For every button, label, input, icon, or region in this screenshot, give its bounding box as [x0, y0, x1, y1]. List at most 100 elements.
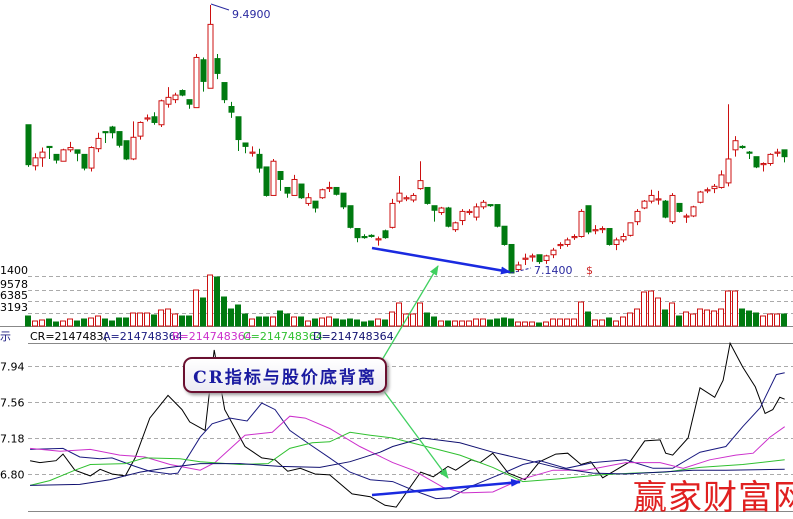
candle-body [417, 180, 424, 190]
indicator-prefix: 示 [0, 330, 11, 343]
volume-bar [382, 319, 388, 327]
candle-body [354, 228, 361, 239]
candle-body [739, 145, 746, 149]
volume-bar [123, 317, 129, 327]
volume-bar [627, 312, 633, 327]
candle-body [557, 243, 564, 247]
candle-body [60, 149, 67, 162]
candle-body [298, 183, 305, 199]
candle-body [550, 249, 557, 256]
candle-body [361, 235, 368, 239]
callout-annotation: CR指标与股价底背离 [183, 357, 387, 393]
low-price-label: 7.1400 [534, 264, 573, 277]
candle-body [704, 189, 711, 192]
volume-bar [172, 313, 178, 327]
volume-bar [613, 320, 619, 327]
candle-body [669, 194, 676, 223]
candle-body [641, 200, 648, 209]
candle-body [774, 151, 781, 154]
volume-bar [571, 318, 577, 327]
indicator-tick-label: 7.56 [0, 397, 25, 410]
volume-bar [333, 318, 339, 327]
candle-body [473, 206, 480, 218]
volume-bar [340, 319, 346, 327]
volume-bar [739, 308, 745, 327]
callout-pointer-up [381, 265, 439, 361]
volume-tick-label: 1400 [0, 264, 28, 277]
volume-bar [67, 318, 73, 327]
candle-body [676, 202, 683, 212]
candle-body [515, 264, 522, 271]
candle-body [151, 116, 158, 123]
candle-body [690, 206, 697, 217]
volume-bar [235, 304, 241, 327]
candle-body [599, 228, 606, 231]
price-divergence-arrow [371, 246, 511, 275]
candle-body [389, 202, 396, 228]
volume-bar [494, 318, 500, 327]
volume-bar [515, 321, 521, 327]
volume-bar [46, 318, 52, 327]
candle-body [95, 137, 102, 150]
volume-bar [39, 319, 45, 327]
volume-bar [151, 314, 157, 327]
volume-bar [557, 318, 563, 327]
candle-body [711, 185, 718, 190]
candle-body [732, 140, 739, 151]
volume-bar [774, 313, 780, 327]
volume-bar [81, 318, 87, 327]
candle-body [543, 255, 550, 261]
volume-bar [305, 320, 311, 327]
volume-bar [431, 316, 437, 327]
volume-bar [214, 276, 220, 327]
candle-body [39, 151, 46, 159]
high-leader-line [210, 3, 230, 11]
volume-bar [270, 316, 276, 327]
volume-bar [193, 289, 199, 327]
legend-entry: D=214748364 [313, 330, 394, 343]
candle-body [592, 229, 599, 232]
candle-body [564, 239, 571, 245]
candle-body [270, 160, 277, 196]
candle-body [144, 117, 151, 120]
candle-body [137, 121, 144, 137]
candle-body [228, 105, 235, 113]
candle-body [67, 147, 74, 151]
volume-bar [781, 313, 787, 327]
candle-body [263, 166, 270, 196]
volume-bar [690, 313, 696, 327]
volume-tick-label: 3193 [0, 301, 28, 314]
marker-label: $ [586, 264, 593, 277]
candle-body [767, 153, 774, 165]
candle-body [571, 235, 578, 239]
candle-body [256, 153, 263, 169]
volume-bar [508, 318, 514, 327]
candle-body [536, 254, 543, 263]
candle-body [760, 163, 767, 166]
volume-bar [165, 308, 171, 327]
volume-tick-label: 9578 [0, 278, 28, 291]
volume-bar [312, 318, 318, 327]
callout-pointer-down [382, 389, 449, 479]
volume-bar [648, 290, 654, 327]
candle-body [319, 189, 326, 199]
volume-bar [578, 301, 584, 327]
candle-body [179, 90, 186, 96]
volume-bar [606, 317, 612, 327]
candle-body [165, 96, 172, 105]
volume-bar [375, 318, 381, 327]
candle-body [578, 210, 585, 237]
candlestick-series [25, 3, 788, 274]
volume-bar [88, 317, 94, 327]
indicator-line [30, 372, 785, 500]
candle-body [291, 178, 298, 196]
volume-bar [487, 319, 493, 327]
volume-bar [424, 312, 430, 327]
volume-bar [564, 318, 570, 327]
volume-bar [697, 308, 703, 327]
candle-body [186, 99, 193, 105]
candle-body [662, 200, 669, 218]
candle-body [81, 153, 88, 169]
candle-body [74, 149, 81, 154]
